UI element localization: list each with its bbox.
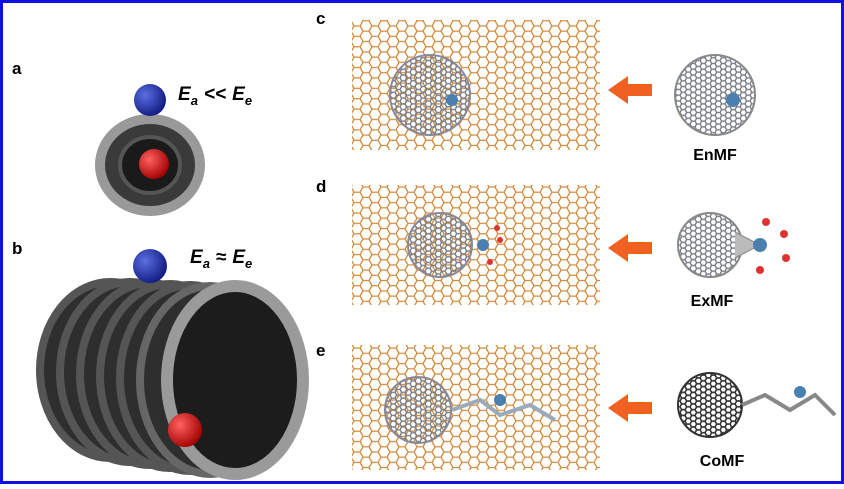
figure: a Ea<<Ee b Ea≈Ee c EnMF d	[0, 0, 844, 484]
panel-label: c	[316, 9, 325, 28]
arrow	[608, 76, 652, 104]
nanotube-c	[352, 20, 600, 150]
fullerene	[675, 55, 755, 135]
equation: Ea<<Ee	[178, 84, 252, 108]
panel-label: a	[12, 59, 22, 78]
molecule-label: ExMF	[691, 293, 734, 310]
panel-label: e	[316, 341, 325, 360]
fullerene	[678, 213, 790, 277]
fullerene	[678, 373, 835, 437]
arrow	[608, 234, 652, 262]
equation: Ea≈Ee	[190, 247, 252, 271]
arrow	[608, 394, 652, 422]
panel-label: b	[12, 239, 22, 258]
large-nanotube	[40, 249, 303, 474]
nanotube-d	[352, 185, 600, 305]
panel-label: d	[316, 177, 326, 196]
nanotube-e	[352, 345, 600, 470]
molecule-label: EnMF	[693, 147, 737, 164]
molecule-label: CoMF	[700, 453, 745, 470]
